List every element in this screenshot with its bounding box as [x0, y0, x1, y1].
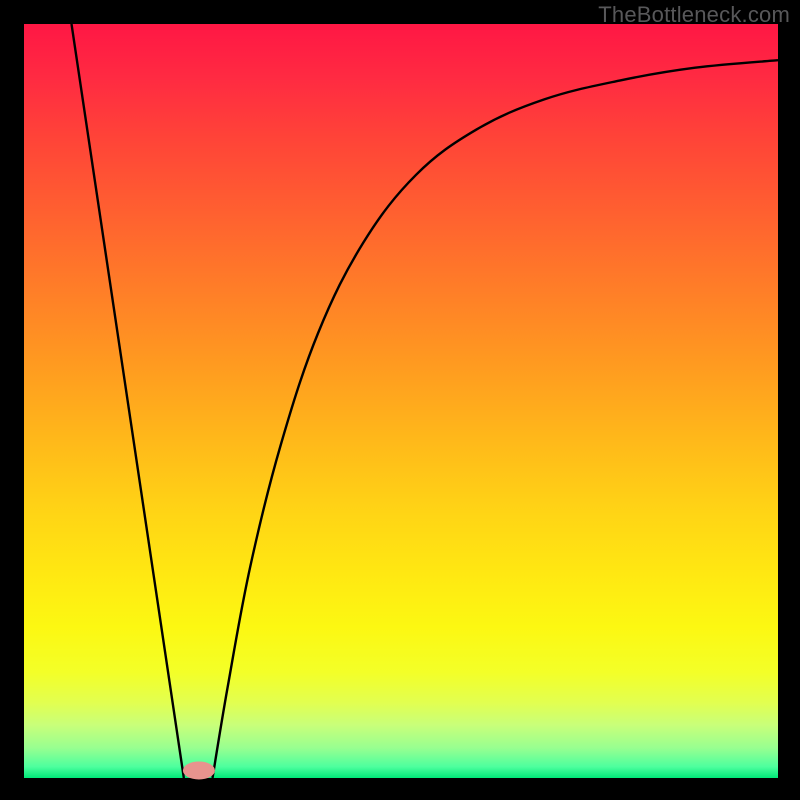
chart-background — [24, 24, 778, 778]
minimum-marker — [183, 761, 215, 779]
watermark-text: TheBottleneck.com — [598, 2, 790, 28]
bottleneck-chart — [0, 0, 800, 800]
